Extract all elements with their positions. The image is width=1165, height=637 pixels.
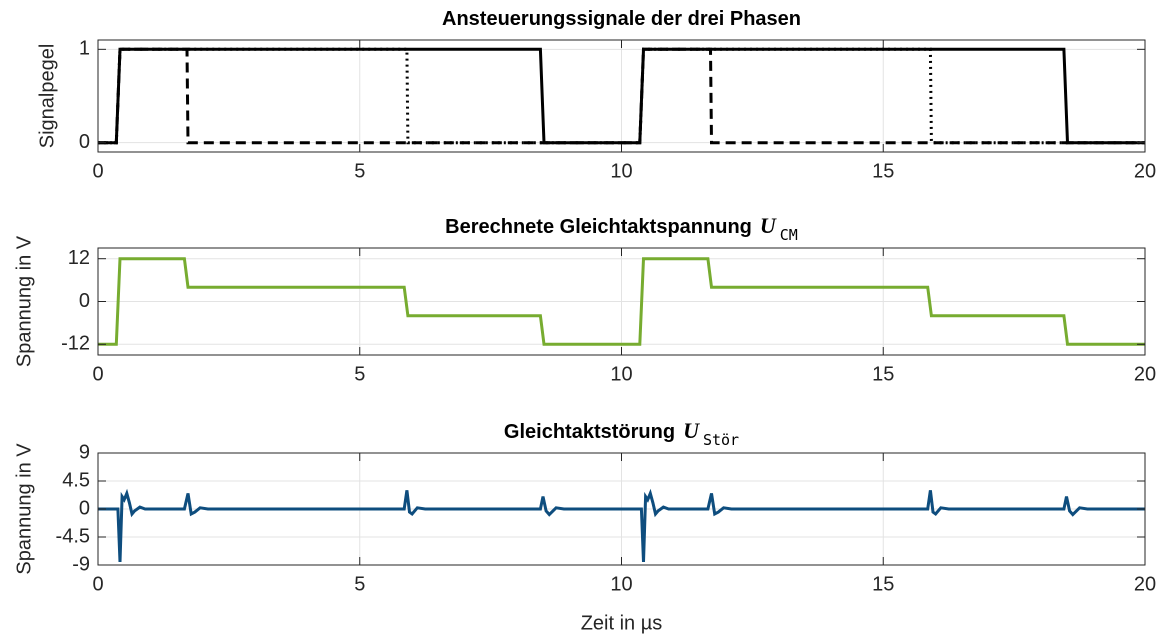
x-tick-label: 5 (354, 363, 365, 385)
x-tick-label: 20 (1134, 363, 1156, 385)
x-tick-label: 5 (354, 160, 365, 182)
chart-title: Berechnete Gleichtaktspannung U CM (445, 213, 798, 243)
x-tick-label: 15 (872, 160, 894, 182)
y-tick-label: -9 (72, 553, 90, 575)
title-symbol: U (760, 213, 777, 238)
data-line (98, 488, 1145, 562)
y-tick-label: 12 (68, 247, 90, 269)
x-tick-label: 20 (1134, 160, 1156, 182)
y-axis-label: Signalpegel (36, 44, 58, 149)
title-text: Gleichtaktstörung (504, 421, 675, 443)
title-text: Berechnete Gleichtaktspannung (445, 216, 752, 238)
title-subscript: Stör (703, 431, 739, 449)
y-axis-label: Spannung in V (13, 235, 35, 367)
y-tick-label: 9 (79, 441, 90, 463)
title-text: Ansteuerungssignale der drei Phasen (442, 8, 801, 30)
y-tick-label: 0 (79, 131, 90, 153)
y-tick-label: -4.5 (56, 525, 90, 547)
data-line (98, 257, 1145, 346)
x-tick-label: 0 (92, 573, 103, 595)
x-tick-label: 10 (610, 573, 632, 595)
x-tick-label: 15 (872, 363, 894, 385)
chart-title: Ansteuerungssignale der drei Phasen (442, 8, 801, 30)
chart-title: Gleichtaktstörung U Stör (504, 418, 739, 448)
x-tick-label: 0 (92, 363, 103, 385)
y-tick-label: -12 (61, 333, 90, 355)
title-subscript: CM (780, 226, 798, 244)
x-tick-label: 10 (610, 363, 632, 385)
x-tick-label: 20 (1134, 573, 1156, 595)
x-axis-label: Zeit in µs (581, 612, 663, 634)
y-axis-label: Spannung in V (13, 443, 35, 575)
y-tick-label: 0 (79, 290, 90, 312)
y-tick-label: 4.5 (62, 469, 90, 491)
title-symbol: U (683, 418, 700, 443)
x-tick-label: 5 (354, 573, 365, 595)
x-tick-label: 0 (92, 160, 103, 182)
y-tick-label: 0 (79, 497, 90, 519)
y-tick-label: 1 (79, 38, 90, 60)
x-tick-label: 15 (872, 573, 894, 595)
x-tick-label: 10 (610, 160, 632, 182)
